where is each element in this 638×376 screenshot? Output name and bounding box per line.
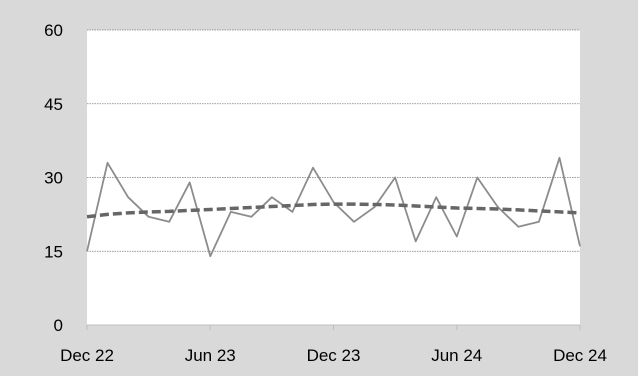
y-tick-label: 15 bbox=[44, 242, 63, 261]
x-axis: Dec 22 Jun 23 Dec 23 Jun 24 Dec 24 bbox=[60, 324, 607, 365]
y-tick-label: 0 bbox=[54, 316, 63, 335]
x-tick-label: Jun 23 bbox=[185, 346, 236, 365]
y-tick-label: 45 bbox=[44, 95, 63, 114]
gridlines bbox=[87, 29, 580, 252]
x-tick-label: Jun 24 bbox=[431, 346, 482, 365]
trend-line bbox=[86, 202, 581, 219]
data-line bbox=[86, 156, 581, 258]
series-group bbox=[86, 156, 581, 258]
x-tick-label: Dec 23 bbox=[307, 346, 361, 365]
y-tick-label: 60 bbox=[44, 21, 63, 40]
x-tick-label: Dec 22 bbox=[60, 346, 114, 365]
y-tick-label: 30 bbox=[44, 169, 63, 188]
y-axis-tick-labels: 0 15 30 45 60 bbox=[44, 21, 63, 335]
x-tick-label: Dec 24 bbox=[553, 346, 607, 365]
